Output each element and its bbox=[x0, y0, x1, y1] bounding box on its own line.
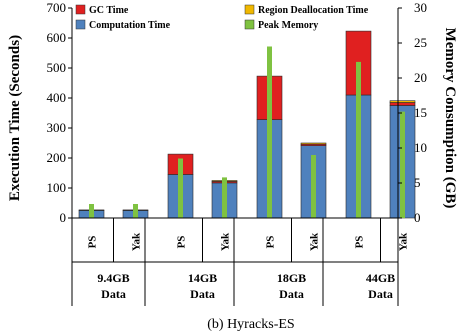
peak-memory-bar bbox=[311, 155, 316, 218]
category-label-line2: Data bbox=[101, 287, 126, 301]
system-label: PS bbox=[265, 236, 277, 249]
y-axis-title-left: Execution Time (Seconds) bbox=[7, 35, 23, 201]
bar-segment bbox=[300, 142, 327, 145]
y-tick-label-left: 700 bbox=[47, 0, 67, 15]
peak-memory-bar bbox=[178, 158, 183, 218]
peak-memory-bar bbox=[400, 111, 405, 218]
bar-segment bbox=[389, 102, 416, 106]
y-tick-label-right: 20 bbox=[414, 70, 427, 85]
y-tick-label-left: 200 bbox=[47, 150, 67, 165]
y-tick-label-right: 30 bbox=[414, 0, 427, 15]
y-tick-label-left: 500 bbox=[47, 60, 67, 75]
legend-label: Peak Memory bbox=[258, 20, 318, 31]
legend-swatch bbox=[244, 19, 255, 30]
y-tick-label-right: 10 bbox=[414, 140, 427, 155]
y-tick-label-left: 100 bbox=[47, 180, 67, 195]
y-tick-label-left: 0 bbox=[60, 210, 67, 225]
legend-swatch bbox=[75, 19, 86, 30]
bar-segment bbox=[389, 100, 416, 103]
y-tick-label-left: 600 bbox=[47, 30, 67, 45]
system-label: PS bbox=[87, 236, 99, 249]
y-tick-label-left: 300 bbox=[47, 120, 67, 135]
system-label: Yak bbox=[309, 232, 321, 251]
category-label: 14GB bbox=[188, 271, 217, 285]
category-label: 44GB bbox=[366, 271, 395, 285]
category-label: 9.4GB bbox=[97, 271, 129, 285]
peak-memory-bar bbox=[133, 204, 138, 218]
peak-memory-bar bbox=[356, 61, 361, 219]
y-tick-label-left: 400 bbox=[47, 90, 67, 105]
category-label-line2: Data bbox=[190, 287, 215, 301]
peak-memory-bar bbox=[267, 46, 272, 218]
legend-label: GC Time bbox=[89, 5, 129, 16]
category-label-line2: Data bbox=[279, 287, 304, 301]
peak-memory-bar bbox=[222, 177, 227, 218]
system-label: PS bbox=[354, 236, 366, 249]
category-label-line2: Data bbox=[368, 287, 393, 301]
legend-label: Computation Time bbox=[89, 20, 171, 31]
system-label: PS bbox=[176, 236, 188, 249]
chart-caption: (b) Hyracks-ES bbox=[207, 317, 294, 332]
system-label: Yak bbox=[398, 232, 410, 251]
legend-swatch bbox=[75, 4, 86, 15]
y-tick-label-right: 15 bbox=[414, 105, 427, 120]
y-tick-label-right: 0 bbox=[414, 210, 421, 225]
legend-label: Region Deallocation Time bbox=[258, 5, 369, 16]
y-axis-title-right: Memory Consumption (GB) bbox=[442, 28, 458, 209]
system-label: Yak bbox=[220, 232, 232, 251]
legend-swatch bbox=[244, 4, 255, 15]
y-tick-label-right: 25 bbox=[414, 35, 427, 50]
system-label: Yak bbox=[131, 232, 143, 251]
y-tick-label-right: 5 bbox=[414, 175, 421, 190]
peak-memory-bar bbox=[89, 204, 94, 218]
category-label: 18GB bbox=[277, 271, 306, 285]
